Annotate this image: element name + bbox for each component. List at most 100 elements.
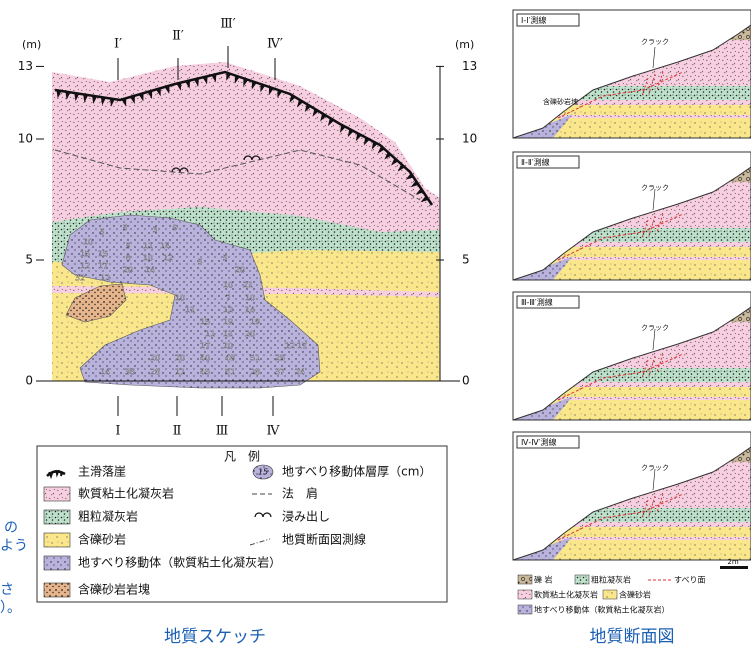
stratum	[513, 247, 751, 257]
stratum	[513, 382, 751, 387]
elevation-label: 13	[462, 59, 477, 73]
thickness-label: 11	[223, 330, 233, 339]
thickness-label: 36	[125, 368, 135, 377]
gravel	[718, 292, 751, 322]
thickness-label: 20	[235, 266, 245, 275]
cut-text: ）。	[0, 600, 21, 616]
thickness-label: 51	[225, 368, 235, 377]
gravel	[718, 152, 751, 182]
thickness-label: 20	[175, 354, 185, 363]
bottom-line-label: Ⅲ	[216, 424, 229, 439]
thickness-label: 32	[75, 274, 85, 283]
elevation-label: 5	[462, 253, 470, 267]
strata	[513, 10, 751, 138]
section-legend-item: 礫 岩	[534, 575, 553, 585]
thickness-label: 10	[223, 281, 233, 290]
legend-icon-number: 15	[258, 468, 268, 477]
thickness-label: 5	[99, 228, 104, 237]
panel-title: Ⅰ-Ⅰ′測線	[521, 15, 546, 25]
scale-label: 2m	[727, 558, 738, 566]
thickness-label: 40	[200, 354, 210, 363]
thickness-label: 12	[100, 274, 110, 283]
thickness-label: 5	[125, 242, 130, 251]
legend-item: 地質断面図測線	[282, 532, 366, 547]
thickness-label: 15	[80, 250, 90, 259]
note-label: 含礫砂岩塊	[543, 97, 578, 106]
thickness-label: 8	[125, 254, 130, 263]
thickness-label: 15	[200, 318, 210, 327]
strata	[513, 292, 751, 420]
legend-item: 含礫砂岩	[78, 532, 126, 547]
panel-title: Ⅳ-Ⅳ′測線	[521, 437, 556, 447]
top-line-label: Ⅳ′	[267, 37, 283, 52]
thickness-label: 11	[185, 306, 195, 315]
thickness-label: 20	[223, 342, 233, 351]
thickness-label: 12	[285, 342, 295, 351]
thickness-label: 12	[223, 306, 233, 315]
stratum	[513, 537, 751, 540]
section-legend-item: 地すべり移動体（軟質粘土化凝灰岩）	[534, 605, 669, 615]
stratum	[513, 508, 751, 522]
thickness-label: 37	[275, 368, 285, 377]
cut-text: さ	[0, 582, 14, 598]
thickness-label: 28	[150, 368, 160, 377]
strata	[513, 432, 751, 560]
thickness-label: 14	[160, 242, 170, 251]
stratum	[513, 397, 751, 400]
legend-item: 軟質粘土化凝灰岩	[78, 486, 174, 501]
thickness-label: 25	[275, 354, 285, 363]
bottom-line-label: Ⅱ	[173, 424, 182, 439]
crack-leader	[653, 469, 655, 490]
thickness-label: 15	[98, 250, 108, 259]
gravel	[718, 10, 751, 40]
stratum	[513, 242, 751, 247]
stratum	[513, 522, 751, 527]
sections: Ⅰ-Ⅰ′測線クラック含礫砂岩塊Ⅱ-Ⅱ′測線クラックⅢ-Ⅲ′測線クラックⅣ-Ⅳ′測…	[513, 10, 751, 560]
thickness-label: 10	[83, 238, 93, 247]
thickness-label: 3	[152, 226, 157, 235]
top-line-label: Ⅰ′	[114, 37, 122, 52]
thickness-label: 11	[175, 368, 185, 377]
bottom-line-label: Ⅳ	[267, 424, 281, 439]
stratum	[513, 527, 751, 537]
crack-leader	[653, 47, 655, 68]
thickness-label: 17	[200, 342, 210, 351]
cut-text: よう	[0, 538, 28, 554]
legend-title: 凡 例	[224, 450, 260, 464]
legend-item: 主滑落崖	[78, 465, 126, 479]
legend-item: 浸み出し	[282, 510, 330, 524]
elevation-label: 0	[462, 374, 470, 388]
legend-item: 地すべり移動体層厚（cm）	[282, 465, 431, 479]
crack-leader	[653, 189, 655, 210]
elevation-label: 5	[25, 253, 33, 267]
thickness-label: 21	[243, 281, 253, 290]
strata	[513, 152, 751, 280]
sketch-caption: 地質スケッチ	[164, 627, 266, 647]
unit-left: (m)	[22, 38, 41, 51]
legend-item: 粗粒凝灰岩	[78, 509, 138, 524]
legend-item: 法 肩	[282, 486, 318, 501]
panel-title: Ⅲ-Ⅲ′測線	[521, 297, 553, 307]
elevation-label: 13	[18, 59, 33, 73]
unit-right: (m)	[455, 38, 474, 51]
thickness-label: 11	[143, 242, 153, 251]
thickness-label: 17	[98, 262, 108, 271]
thickness-label: 24	[295, 368, 305, 377]
page: (m) (m) 凡 例 15 主滑落崖軟質粘土化凝灰岩粗粒凝灰岩含礫砂岩地すべり…	[0, 0, 751, 651]
thickness-label: 11	[205, 330, 215, 339]
elevation-label: 10	[18, 132, 33, 146]
cut-text: の	[4, 520, 18, 536]
thickness-label: 14	[245, 306, 255, 315]
thickness-label: 10	[245, 294, 255, 303]
crack-label: クラック	[641, 38, 669, 46]
thickness-label: 17	[297, 342, 307, 351]
thickness-label: 48	[225, 354, 235, 363]
elevation-label: 10	[462, 132, 477, 146]
thickness-label: 5	[197, 258, 202, 267]
bottom-line-label: Ⅰ	[115, 424, 120, 439]
section-legend-item: すべり面	[674, 576, 705, 585]
stratum	[513, 115, 751, 118]
